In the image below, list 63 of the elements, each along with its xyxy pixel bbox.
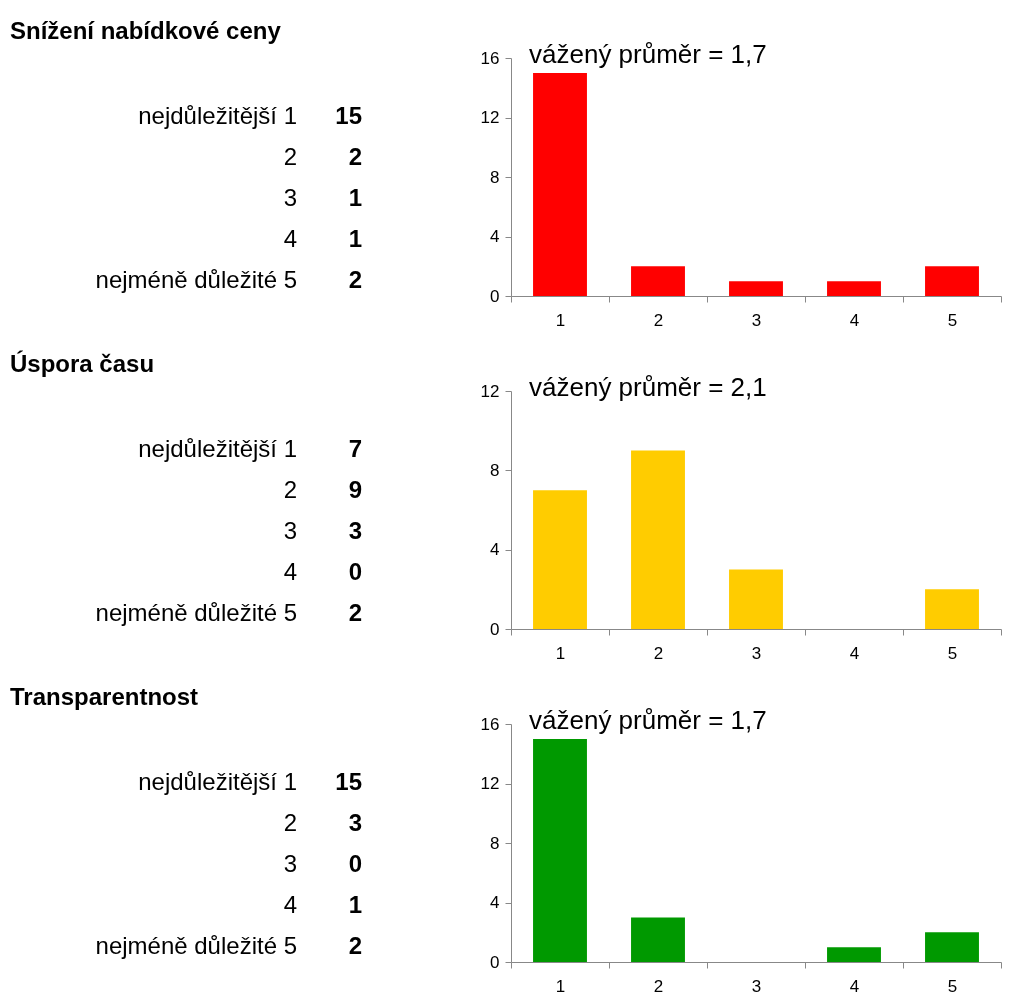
bar	[729, 281, 783, 296]
text: 3 1	[283, 183, 362, 211]
text: 4 1	[283, 224, 362, 252]
bar	[729, 569, 783, 629]
x-tick-label: 4	[849, 310, 860, 330]
x-tick-label: 5	[947, 643, 958, 663]
bar	[925, 266, 979, 296]
text: 4 1	[283, 890, 362, 918]
y-tick-label: 16	[480, 714, 500, 734]
y-tick-label: 16	[480, 48, 500, 68]
x-tick-label: 1	[555, 643, 566, 663]
text: Transparentnost	[10, 683, 199, 710]
x-tick-label: 3	[751, 310, 762, 330]
bar	[533, 490, 587, 629]
text: nejdůležitější 1 7	[138, 434, 362, 462]
text: 2 9	[283, 475, 362, 503]
y-tick-label: 8	[490, 460, 500, 480]
y-tick-label: 0	[490, 952, 500, 972]
x-tick-label: 2	[653, 976, 664, 996]
bar	[925, 589, 979, 629]
y-tick-label: 4	[490, 540, 500, 560]
bar	[631, 266, 685, 296]
y-tick-label: 12	[480, 108, 500, 127]
x-tick-label: 3	[751, 643, 762, 663]
y-tick-label: 8	[490, 833, 500, 853]
x-tick-label: 3	[751, 976, 762, 996]
text: nejméně důležité 5 2	[95, 598, 362, 626]
bar	[925, 932, 979, 962]
y-tick-label: 0	[490, 286, 500, 306]
y-tick-label: 8	[490, 167, 500, 187]
text: 4 0	[283, 557, 362, 585]
x-tick-label: 1	[555, 310, 566, 330]
x-tick-label: 2	[653, 643, 664, 663]
text: 3 0	[348, 808, 362, 877]
x-tick-label: 5	[947, 310, 958, 330]
bar	[827, 281, 881, 296]
text: nejméně důležité 5 2	[95, 265, 362, 293]
text: Snížení nabídkové ceny	[10, 17, 282, 44]
bar	[631, 917, 685, 962]
y-tick-label: 0	[490, 619, 500, 639]
text: 3 3	[283, 516, 362, 544]
text: 2 3	[283, 808, 297, 877]
text: nejméně důležité 5 2	[95, 931, 362, 959]
x-tick-label: 1	[555, 976, 566, 996]
text: nejdůležitější 1 15	[138, 767, 362, 795]
y-tick-label: 4	[490, 893, 500, 912]
bar	[631, 450, 685, 629]
x-tick-label: 5	[947, 976, 958, 996]
text: Úspora času	[10, 350, 155, 377]
annotation: vážený průměr = 2,1	[529, 372, 767, 402]
annotation: vážený průměr = 1,7	[529, 705, 767, 735]
text: nejdůležitější 1 15	[138, 101, 362, 129]
bar	[533, 738, 587, 962]
bar	[827, 947, 881, 962]
x-tick-label: 4	[849, 976, 860, 996]
x-tick-label: 4	[849, 643, 860, 663]
y-tick-label: 4	[490, 227, 500, 246]
x-tick-label: 2	[653, 310, 664, 330]
y-tick-label: 12	[480, 381, 500, 401]
y-tick-label: 12	[480, 774, 500, 793]
bar	[533, 72, 587, 296]
text: 2 2	[283, 142, 362, 170]
annotation: vážený průměr = 1,7	[529, 39, 767, 69]
